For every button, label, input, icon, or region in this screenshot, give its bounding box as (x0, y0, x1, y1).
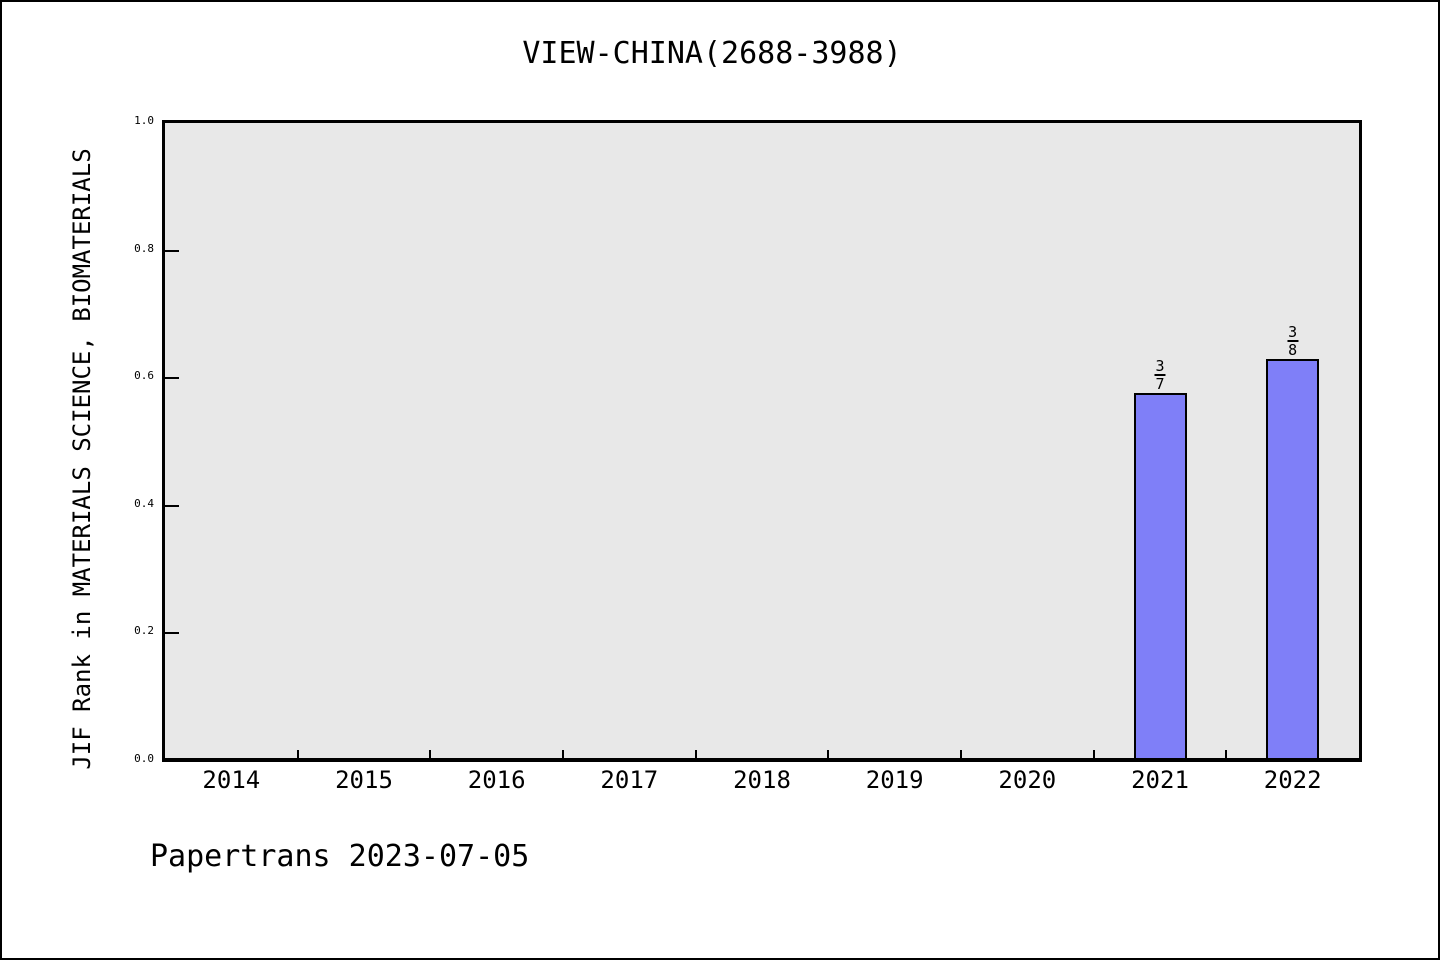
bar-label-denominator: 8 (1288, 341, 1298, 359)
y-tick-label: 0.0 (134, 752, 154, 765)
footer-note: Papertrans 2023-07-05 (150, 839, 530, 874)
x-tick-label-2014: 2014 (202, 766, 261, 794)
x-tick-label-2015: 2015 (335, 766, 393, 794)
bar-label-numerator: 3 (1154, 357, 1166, 376)
x-tick-mark (562, 750, 564, 758)
x-tick-label-2021: 2021 (1131, 766, 1189, 794)
bar-label-denominator: 7 (1155, 375, 1165, 393)
y-tick-mark (165, 377, 179, 380)
x-tick-mark (960, 750, 962, 758)
x-tick-mark (827, 750, 830, 758)
y-tick-mark (165, 504, 179, 507)
x-tick-mark (296, 750, 299, 758)
y-tick-label: 0.6 (134, 369, 154, 383)
x-tick-mark (1225, 750, 1228, 758)
y-axis-label: JIF Rank in MATERIALS SCIENCE, BIOMATERI… (68, 148, 96, 770)
y-tick-label: 0.8 (134, 241, 154, 255)
x-tick-mark (694, 750, 697, 758)
y-tick-label: 0.2 (134, 624, 154, 638)
bar-label-numerator: 3 (1287, 323, 1299, 342)
chart-title: VIEW-CHINA(2688-3988) (522, 36, 902, 71)
x-tick-mark (1092, 750, 1095, 758)
y-tick-label: 1.0 (134, 114, 154, 127)
y-tick-label: 0.4 (134, 496, 154, 510)
x-tick-label-2022: 2022 (1263, 766, 1322, 794)
x-tick-mark (429, 750, 432, 758)
x-tick-label-2017: 2017 (600, 766, 659, 794)
x-tick-label-2019: 2019 (865, 766, 924, 794)
x-tick-label-2020: 2020 (998, 766, 1057, 794)
bar-2022 (1266, 359, 1320, 758)
x-tick-label-2016: 2016 (467, 766, 526, 794)
y-tick-mark (165, 249, 179, 252)
bar-2021 (1133, 393, 1187, 758)
x-tick-label-2018: 2018 (733, 766, 791, 794)
y-tick-mark (165, 632, 179, 635)
